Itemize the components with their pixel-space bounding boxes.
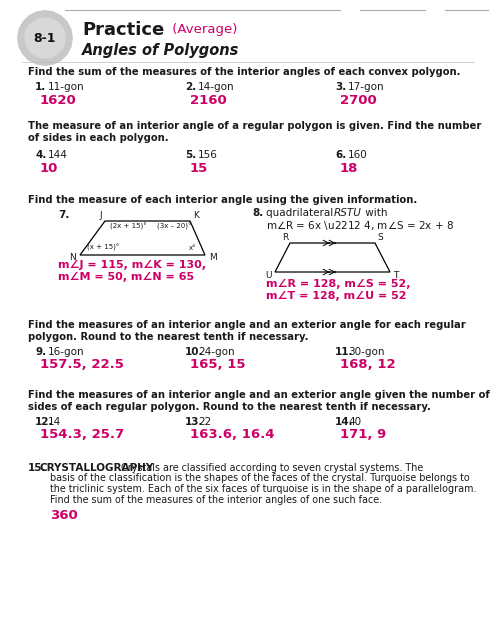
Text: N: N [69,253,76,262]
Text: m$\angle$R = 6x \u2212 4, m$\angle$S = 2x + 8: m$\angle$R = 6x \u2212 4, m$\angle$S = 2… [266,218,454,232]
Text: polygon. Round to the nearest tenth if necessary.: polygon. Round to the nearest tenth if n… [28,332,308,342]
Text: with: with [362,208,388,218]
Text: basis of the classification is the shapes of the faces of the crystal. Turquoise: basis of the classification is the shape… [50,473,470,483]
Text: 13.: 13. [185,417,203,427]
Text: 11.: 11. [335,347,353,357]
Text: 160: 160 [348,150,368,160]
Text: m∠M = 50, m∠N = 65: m∠M = 50, m∠N = 65 [58,272,194,282]
Text: 40: 40 [348,417,361,427]
Text: M: M [209,253,217,262]
Text: 22: 22 [198,417,211,427]
Text: (Average): (Average) [168,24,238,36]
Text: (3x – 20)°: (3x – 20)° [157,222,192,230]
Text: R: R [282,234,288,243]
Text: Find the sum of the measures of the interior angles of each convex polygon.: Find the sum of the measures of the inte… [28,67,460,77]
Text: of sides in each polygon.: of sides in each polygon. [28,133,169,143]
Text: 14-gon: 14-gon [198,82,235,92]
Text: CRYSTALLOGRAPHY: CRYSTALLOGRAPHY [40,463,154,473]
Text: S: S [377,234,383,243]
Text: 4.: 4. [35,150,47,160]
Text: 163.6, 16.4: 163.6, 16.4 [190,429,275,442]
Text: 12.: 12. [35,417,53,427]
Text: Angles of Polygons: Angles of Polygons [82,42,240,58]
Text: 15: 15 [190,161,208,175]
Text: Find the measures of an interior angle and an exterior angle for each regular: Find the measures of an interior angle a… [28,320,466,330]
Text: 24-gon: 24-gon [198,347,235,357]
Text: 14: 14 [48,417,61,427]
Text: U: U [265,271,272,280]
Text: m∠T = 128, m∠U = 52: m∠T = 128, m∠U = 52 [266,291,406,301]
Text: 165, 15: 165, 15 [190,358,246,371]
Text: K: K [193,211,199,221]
Text: 16-gon: 16-gon [48,347,85,357]
Text: 360: 360 [50,509,78,522]
Text: x°: x° [189,245,197,251]
Text: 17-gon: 17-gon [348,82,385,92]
Text: 3.: 3. [335,82,346,92]
Text: Practice: Practice [82,21,164,39]
Text: 2700: 2700 [340,93,377,106]
Text: m∠R = 128, m∠S = 52,: m∠R = 128, m∠S = 52, [266,279,410,289]
Text: Crystals are classified according to seven crystal systems. The: Crystals are classified according to sev… [115,463,423,473]
Text: 1620: 1620 [40,93,77,106]
Text: m∠J = 115, m∠K = 130,: m∠J = 115, m∠K = 130, [58,260,206,270]
Text: RSTU: RSTU [334,208,362,218]
Text: 1.: 1. [35,82,46,92]
Text: 10.: 10. [185,347,203,357]
Text: J: J [99,211,102,221]
Text: 30-gon: 30-gon [348,347,385,357]
Text: 154.3, 25.7: 154.3, 25.7 [40,429,124,442]
Text: 144: 144 [48,150,68,160]
Text: 171, 9: 171, 9 [340,429,386,442]
Text: the triclinic system. Each of the six faces of turquoise is in the shape of a pa: the triclinic system. Each of the six fa… [50,484,477,494]
Text: 10: 10 [40,161,58,175]
Text: quadrilateral: quadrilateral [266,208,337,218]
Text: sides of each regular polygon. Round to the nearest tenth if necessary.: sides of each regular polygon. Round to … [28,402,431,412]
Text: 11-gon: 11-gon [48,82,85,92]
Text: 168, 12: 168, 12 [340,358,396,371]
Text: 5.: 5. [185,150,196,160]
Text: 156: 156 [198,150,218,160]
Text: 9.: 9. [35,347,46,357]
Text: 7.: 7. [58,210,69,220]
Text: (x + 15)°: (x + 15)° [87,243,119,251]
Text: T: T [393,271,398,280]
Text: 8.: 8. [252,208,263,218]
Circle shape [25,18,65,58]
Text: 6.: 6. [335,150,346,160]
Text: 15.: 15. [28,463,47,473]
Text: Find the sum of the measures of the interior angles of one such face.: Find the sum of the measures of the inte… [50,495,382,505]
Text: 18: 18 [340,161,358,175]
Text: 157.5, 22.5: 157.5, 22.5 [40,358,124,371]
Text: 14.: 14. [335,417,353,427]
Text: Find the measures of an interior angle and an exterior angle given the number of: Find the measures of an interior angle a… [28,390,490,400]
Text: The measure of an interior angle of a regular polygon is given. Find the number: The measure of an interior angle of a re… [28,121,481,131]
Text: 2160: 2160 [190,93,227,106]
Text: (2x + 15)°: (2x + 15)° [110,222,147,230]
Text: 2.: 2. [185,82,196,92]
Text: 8-1: 8-1 [34,31,56,45]
Circle shape [18,11,72,65]
Text: Find the measure of each interior angle using the given information.: Find the measure of each interior angle … [28,195,417,205]
